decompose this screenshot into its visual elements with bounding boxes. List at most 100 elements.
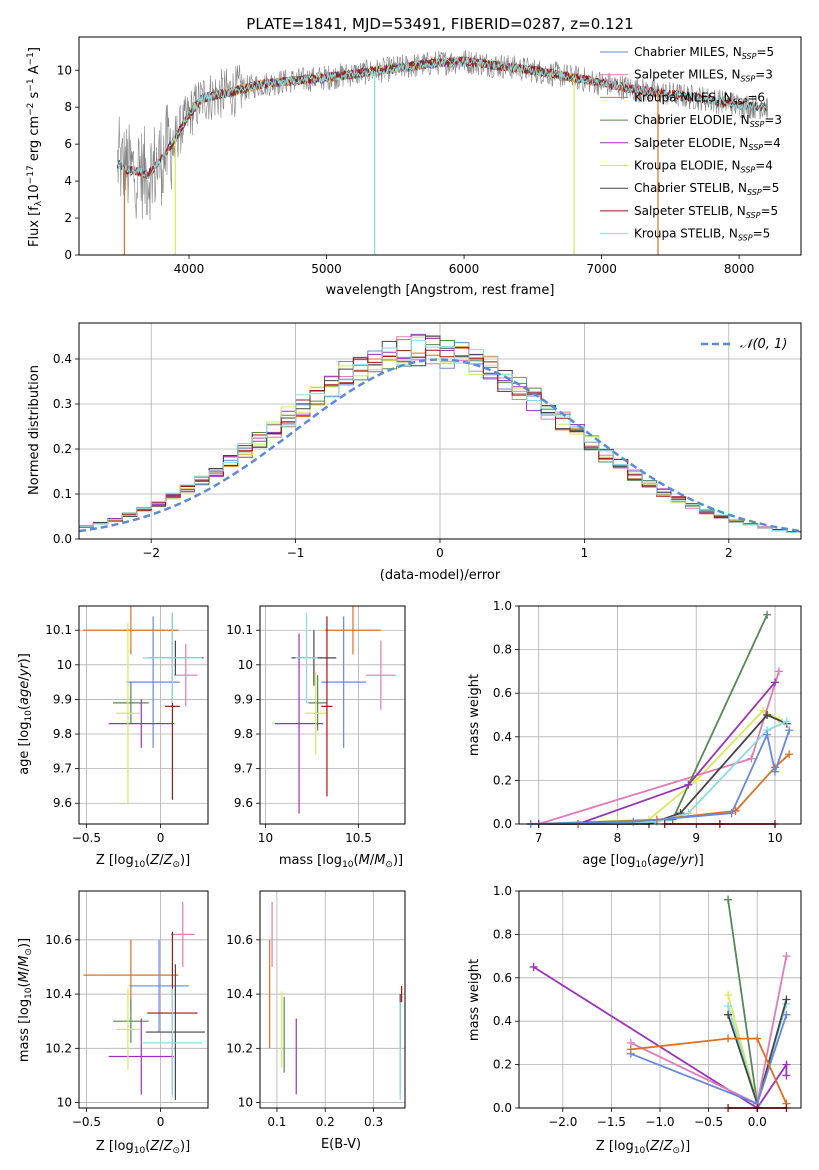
weight-point	[774, 667, 783, 676]
axes-frame	[259, 890, 406, 1109]
y-tick-label: 0.6	[493, 686, 512, 700]
weight-point	[626, 1045, 635, 1054]
y-tick-label: 9.6	[234, 796, 253, 810]
y-tick-label: 2	[64, 211, 72, 225]
y-tick-label: 10.6	[226, 933, 253, 947]
y-tick-label: 0.2	[493, 773, 512, 787]
residuals-ylabel: Normed distribution	[27, 365, 42, 495]
residuals-xlabel: (data-model)/error	[380, 568, 501, 583]
x-tick-label: 8	[614, 831, 622, 845]
x-tick-label: 10.5	[345, 831, 372, 845]
y-tick-label: 0.1	[53, 487, 72, 501]
weight-line	[727, 899, 759, 1104]
normal-legend-label: 𝒩(0, 1)	[740, 337, 787, 352]
x-tick-label: −1.0	[645, 1115, 674, 1129]
y-tick-label: 9.9	[234, 692, 253, 706]
residuals-panel: −2 −1 0 1 2 0.0 0.1 0.2 0.3 0.4	[53, 322, 802, 560]
weight-point	[684, 780, 693, 789]
normal-curve	[78, 358, 802, 533]
weight-point	[727, 809, 736, 818]
mass-vs-z-xlabel: Z [log10(Z/Z⊙)]	[96, 1139, 190, 1156]
x-tick-label: 5000	[311, 262, 342, 276]
y-tick-label: 10	[238, 1096, 253, 1110]
weight-line	[533, 966, 788, 1110]
legend-label: Kroupa ELODIE, NSSP=4	[634, 159, 773, 175]
age-vs-mass-panel: 10 10.5 9.6 9.7 9.8 9.9 10 10.1	[226, 605, 406, 845]
y-tick-label: 10	[238, 658, 253, 672]
y-tick-label: 10.2	[45, 1041, 72, 1055]
y-tick-label: 0.0	[493, 817, 512, 831]
y-tick-label: 0.6	[493, 971, 512, 985]
weight-point	[782, 1071, 791, 1080]
weight-point	[782, 1010, 791, 1019]
weight-point	[782, 995, 791, 1004]
axes-frame	[259, 605, 406, 825]
spectrum-legend: Chabrier MILES, NSSP=5 Salpeter MILES, NS…	[600, 45, 782, 243]
x-tick-label: −0.5	[72, 1115, 101, 1129]
axes-frame	[78, 36, 802, 256]
weight-line	[630, 1037, 788, 1105]
y-tick-label: 1.0	[493, 599, 512, 613]
weight-line	[530, 709, 780, 825]
age-vs-z-ylabel: age [log10(age/yr)]	[17, 653, 34, 775]
spectrum-xlabel: wavelength [Angstrom, rest frame]	[326, 283, 555, 298]
weight-point	[529, 962, 538, 971]
weight-point	[771, 678, 780, 687]
legend-label: Salpeter ELODIE, NSSP=4	[634, 136, 781, 152]
mass-vs-z-ylabel: mass [log10(M/M⊙)]	[17, 938, 34, 1062]
y-tick-label: 10.4	[226, 987, 253, 1001]
legend-label: Kroupa STELIB, NSSP=5	[634, 227, 770, 243]
age-vs-mass-xlabel: mass [log10(M/M⊙)]	[279, 853, 403, 870]
weight-line	[530, 730, 791, 825]
axes-frame	[78, 890, 209, 1109]
x-tick-label: 2	[725, 546, 733, 560]
weight-point	[724, 1010, 733, 1019]
mass-vs-ebv-xlabel: E(B-V)	[321, 1137, 361, 1152]
mass-vs-ebv-panel: 0.1 0.2 0.3 10 10.2 10.4 10.6	[226, 890, 406, 1129]
weight-point	[692, 776, 701, 785]
x-tick-label: 0.1	[267, 1115, 286, 1129]
plot-area	[117, 49, 768, 255]
weight-point	[724, 895, 733, 904]
weight-point	[724, 1034, 733, 1043]
y-tick-label: 0.2	[493, 1058, 512, 1072]
plot-area	[526, 610, 794, 828]
x-tick-label: 8000	[724, 262, 755, 276]
plot-area	[78, 333, 802, 539]
weight-point	[763, 711, 772, 719]
y-tick-label: 10.4	[45, 987, 72, 1001]
x-tick-label: 4000	[174, 262, 205, 276]
weight-vs-z-ylabel: mass weight	[467, 959, 482, 1041]
x-tick-label: 0	[436, 546, 444, 560]
x-tick-label: 0.3	[364, 1115, 383, 1129]
spectrum-ylabel: Flux [fλ10−17 erg cm−2 s−1 A−1]	[26, 47, 44, 247]
x-tick-label: 10	[767, 831, 782, 845]
residuals-legend: 𝒩(0, 1)	[701, 337, 787, 352]
axes-frame	[78, 322, 802, 540]
legend-label: Chabrier STELIB, NSSP=5	[634, 181, 779, 197]
x-tick-label: −0.5	[72, 831, 101, 845]
weight-vs-age-panel: 7 8 9 10 0.0 0.2 0.4 0.6 0.8 1.0	[493, 599, 802, 845]
weight-point	[724, 1002, 733, 1011]
y-tick-label: 10.2	[226, 1041, 253, 1055]
axes-frame	[518, 890, 802, 1109]
legend-label: Salpeter MILES, NSSP=3	[634, 68, 773, 84]
plot-area	[529, 895, 791, 1112]
y-tick-label: 0.4	[493, 730, 512, 744]
spectrum-panel: 4000 5000 6000 7000 8000 0 2 4 6 8 10	[57, 36, 802, 276]
y-tick-label: 0.8	[493, 927, 512, 941]
axes-frame	[518, 605, 802, 825]
weight-point	[763, 730, 772, 739]
plot-area	[83, 901, 206, 1100]
age-vs-z-panel: −0.5 0 9.6 9.7 9.8 9.9 10 10.1	[45, 605, 209, 845]
weight-point	[724, 991, 733, 1000]
y-tick-label: 0.8	[493, 643, 512, 657]
plot-area	[269, 901, 403, 1100]
y-tick-label: 9.7	[234, 762, 253, 776]
weight-point	[785, 750, 794, 759]
y-tick-label: 10.1	[226, 623, 253, 637]
y-tick-label: 9.6	[53, 796, 72, 810]
y-tick-label: 1.0	[493, 884, 512, 898]
y-tick-label: 10	[57, 658, 72, 672]
figure-title: PLATE=1841, MJD=53491, FIBERID=0287, z=0…	[246, 15, 633, 33]
